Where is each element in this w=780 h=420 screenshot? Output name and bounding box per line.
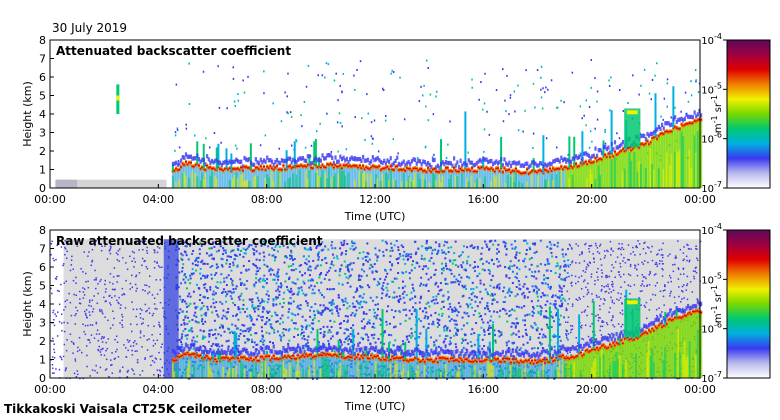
noise-curtain xyxy=(163,239,179,378)
x-tick-label: 20:00 xyxy=(576,383,608,396)
footer-label: Tikkakoski Vaisala CT25K ceilometer xyxy=(4,402,252,416)
x-tick-label: 00:00 xyxy=(34,383,66,396)
x-tick-label: 00:00 xyxy=(34,193,66,206)
colorbar-gradient xyxy=(726,39,771,189)
x-tick-label: 08:00 xyxy=(251,193,283,206)
x-tick-label: 04:00 xyxy=(142,383,174,396)
y-tick-label: 7 xyxy=(39,243,46,256)
y-tick-label: 7 xyxy=(39,53,46,66)
x-tick-label: 00:00 xyxy=(684,383,716,396)
colorbar-tick-label: 10-7 xyxy=(701,370,722,385)
date-label: 30 July 2019 xyxy=(52,21,128,35)
backscatter-field xyxy=(55,58,703,188)
cloud-plume xyxy=(624,298,641,338)
colorbar-unit-label: m-1 sr-1 xyxy=(710,95,724,133)
backscatter-field xyxy=(50,239,703,380)
colorbars: 10-4 10-5 10-6 10-7 m-1 sr-1 10-4 10-5 10-6 10-7… xyxy=(701,32,771,385)
x-tick-label: 04:00 xyxy=(142,193,174,206)
colorbar-gradient xyxy=(726,229,771,379)
colorbar-tick-label: 10-5 xyxy=(701,81,722,96)
colorbar-tick-label: 10-5 xyxy=(701,271,722,286)
y-axis-label: Height (km) xyxy=(21,271,34,337)
colorbar-tick-label: 10-4 xyxy=(701,32,722,47)
y-tick-label: 5 xyxy=(39,280,46,293)
y-tick-label: 2 xyxy=(39,145,46,158)
y-tick-label: 8 xyxy=(39,224,46,237)
colorbar-tick-label: 10-4 xyxy=(701,222,722,237)
colorbar-tick-label: 10-7 xyxy=(701,180,722,195)
y-tick-label: 0 xyxy=(39,182,46,195)
colorbar-unit-label: m-1 sr-1 xyxy=(710,285,724,323)
y-tick-label: 8 xyxy=(39,34,46,47)
y-tick-label: 4 xyxy=(39,298,46,311)
y-tick-label: 4 xyxy=(39,108,46,121)
y-tick-label: 0 xyxy=(39,372,46,385)
x-tick-label: 16:00 xyxy=(467,383,499,396)
y-tick-label: 3 xyxy=(39,127,46,140)
y-tick-label: 1 xyxy=(39,354,46,367)
y-tick-label: 3 xyxy=(39,317,46,330)
x-tick-label: 20:00 xyxy=(576,193,608,206)
surface-haze xyxy=(55,179,167,188)
panel-title: Raw attenuated backscatter coefficient xyxy=(56,234,323,248)
cloud-plume xyxy=(624,108,641,148)
x-axis-label: Time (UTC) xyxy=(344,400,406,413)
panel-title: Attenuated backscatter coefficient xyxy=(56,44,291,58)
y-tick-label: 6 xyxy=(39,261,46,274)
y-axis-label: Height (km) xyxy=(21,81,34,147)
colorbar-tick-label: 10-6 xyxy=(701,321,722,336)
panel-2: Raw attenuated backscatter coefficient00… xyxy=(21,224,716,413)
colorbar-2: 10-4 10-5 10-6 10-7 m-1 sr-1 xyxy=(701,222,771,385)
x-tick-label: 00:00 xyxy=(684,193,716,206)
colorbar-tick-label: 10-6 xyxy=(701,131,722,146)
y-tick-label: 5 xyxy=(39,90,46,103)
y-tick-label: 2 xyxy=(39,335,46,348)
x-tick-label: 08:00 xyxy=(251,383,283,396)
colorbar-1: 10-4 10-5 10-6 10-7 m-1 sr-1 xyxy=(701,32,771,195)
x-tick-label: 16:00 xyxy=(467,193,499,206)
x-axis-label: Time (UTC) xyxy=(344,210,406,223)
y-tick-label: 1 xyxy=(39,164,46,177)
x-tick-label: 12:00 xyxy=(359,193,391,206)
x-tick-label: 12:00 xyxy=(359,383,391,396)
y-tick-label: 6 xyxy=(39,71,46,84)
